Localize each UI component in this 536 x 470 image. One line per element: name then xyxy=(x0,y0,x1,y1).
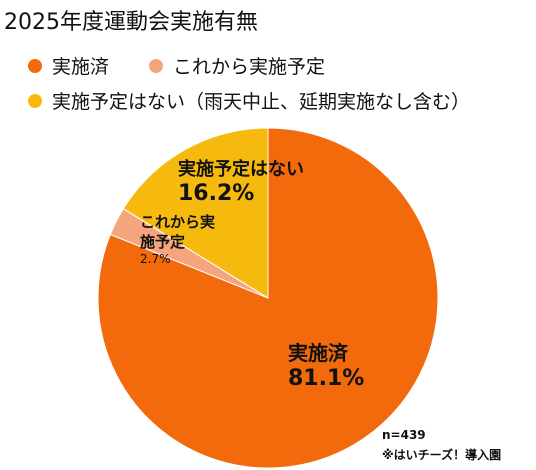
legend-item: 実施済 xyxy=(28,52,109,79)
note: ※はいチーズ！導入園 xyxy=(382,448,502,462)
slice-label: 実施済 81.1% xyxy=(288,340,408,391)
legend-label: 実施予定はない（雨天中止、延期実施なし含む） xyxy=(52,91,471,113)
value-label: 2.7% xyxy=(140,252,171,266)
slice-label: 実施予定はない 16.2% xyxy=(178,158,348,206)
pie-slice xyxy=(122,127,269,299)
slice-name: 実施予定はない xyxy=(178,159,304,180)
value-label: 81.1% xyxy=(288,366,365,391)
chart-title: 2025年度運動会実施有無 xyxy=(4,10,258,35)
legend-item: 実施予定はない（雨天中止、延期実施なし含む） xyxy=(28,87,470,114)
legend-swatch xyxy=(28,93,42,108)
legend-item: これから実施予定 xyxy=(149,52,325,79)
pie-slice xyxy=(97,127,439,469)
slice-name: これから実施予定 xyxy=(140,213,216,251)
legend-swatch xyxy=(28,58,42,73)
slice-label: これから実施予定 2.7% xyxy=(140,213,220,266)
note: n=439 xyxy=(382,428,426,442)
legend-label: 実施済 xyxy=(52,56,110,78)
legend-label: これから実施予定 xyxy=(173,56,326,78)
slice-name: 実施済 xyxy=(288,341,348,365)
legend: 実施済 これから実施予定実施予定はない（雨天中止、延期実施なし含む） xyxy=(28,52,528,114)
legend-swatch xyxy=(149,58,164,73)
value-label: 16.2% xyxy=(178,181,255,207)
